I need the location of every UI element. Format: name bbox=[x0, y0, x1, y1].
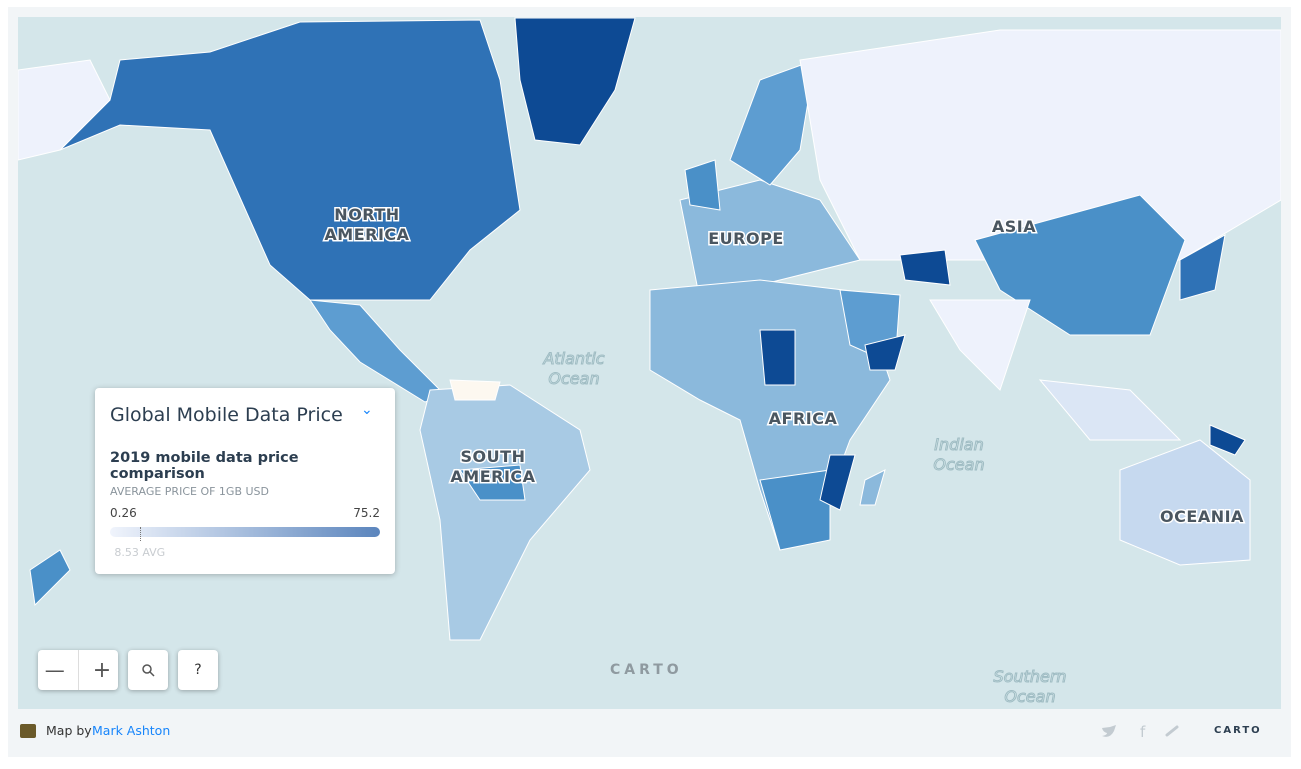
ocean-label: Southern bbox=[993, 667, 1066, 686]
russia-east bbox=[18, 59, 111, 161]
venezuela bbox=[449, 379, 501, 401]
countries bbox=[18, 17, 1281, 641]
continent-label: AMERICA bbox=[450, 467, 535, 486]
zoom-controls: — + bbox=[38, 650, 118, 690]
greenland bbox=[514, 17, 636, 146]
legend-toggle[interactable]: ⌄ bbox=[361, 402, 373, 418]
legend-ramp bbox=[110, 527, 380, 537]
southern-africa bbox=[759, 469, 831, 551]
continent-label: AMERICA bbox=[324, 225, 409, 244]
yemen bbox=[864, 334, 906, 371]
uk bbox=[684, 159, 721, 211]
facebook-icon[interactable]: f bbox=[1140, 723, 1146, 741]
legend-avg-marker bbox=[139, 527, 141, 541]
ocean-label: Ocean bbox=[1004, 687, 1055, 706]
zoom-in[interactable]: + bbox=[92, 657, 112, 683]
legend-scale-title: AVERAGE PRICE OF 1GB USD bbox=[110, 485, 269, 498]
south-america bbox=[419, 384, 591, 641]
turkmenistan bbox=[899, 249, 951, 286]
continent-label: AFRICA bbox=[769, 409, 838, 428]
watermark: CARTO bbox=[610, 662, 683, 678]
author-avatar bbox=[20, 724, 36, 738]
continent-label: EUROPE bbox=[708, 229, 784, 248]
mozambique bbox=[819, 454, 856, 511]
search-button[interactable] bbox=[128, 650, 168, 690]
bolivia bbox=[459, 464, 526, 501]
png bbox=[1209, 424, 1246, 456]
continent-label: ASIA bbox=[992, 217, 1036, 236]
legend-title: Global Mobile Data Price bbox=[110, 404, 343, 426]
india bbox=[929, 299, 1031, 391]
ocean-label: Ocean bbox=[933, 455, 984, 474]
southeast-asia bbox=[1038, 379, 1182, 441]
legend-max: 75.2 bbox=[353, 506, 380, 520]
madagascar bbox=[859, 469, 886, 506]
australia bbox=[1119, 439, 1251, 566]
chad bbox=[759, 329, 796, 386]
north-america bbox=[59, 19, 521, 301]
map-labels: NORTHAMERICASOUTHAMERICAEUROPEAFRICAASIA… bbox=[323, 204, 1245, 707]
search-icon bbox=[142, 664, 155, 677]
ocean-label: Indian bbox=[934, 435, 983, 454]
ocean-label: Atlantic bbox=[542, 349, 604, 368]
zoom-out[interactable]: — bbox=[44, 658, 65, 682]
legend-min: 0.26 bbox=[110, 506, 137, 520]
twitter-icon[interactable] bbox=[1102, 725, 1116, 737]
continent-label: OCEANIA bbox=[1160, 507, 1244, 526]
footer-prefix: Map by bbox=[46, 723, 92, 738]
legend-description: 2019 mobile data price comparison bbox=[110, 450, 299, 482]
footer-logo: CARTO bbox=[1214, 725, 1262, 736]
continent-label: SOUTH bbox=[461, 447, 526, 466]
new-zealand bbox=[29, 549, 71, 607]
japan bbox=[1179, 234, 1226, 301]
legend-avg-label: 8.53 AVG bbox=[114, 546, 166, 559]
author-link[interactable]: Mark Ashton bbox=[92, 723, 171, 738]
help-button[interactable]: ? bbox=[178, 650, 218, 690]
map[interactable]: NORTHAMERICASOUTHAMERICAEUROPEAFRICAASIA… bbox=[18, 17, 1281, 709]
continent-label: NORTH bbox=[334, 205, 399, 224]
ocean-label: Ocean bbox=[548, 369, 599, 388]
link-icon[interactable] bbox=[1165, 725, 1179, 737]
share-icons: f bbox=[1102, 723, 1179, 741]
legend: Global Mobile Data Price ⌄ 2019 mobile d… bbox=[95, 388, 395, 574]
